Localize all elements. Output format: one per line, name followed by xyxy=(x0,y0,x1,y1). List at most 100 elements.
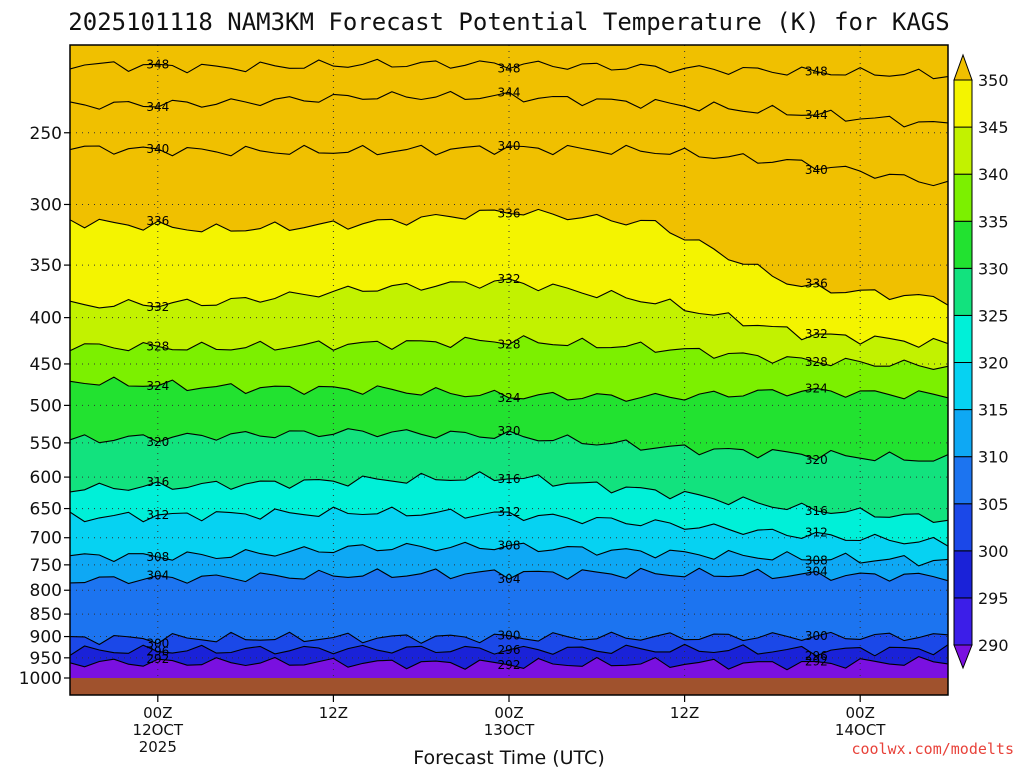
credit-text: coolwx.com/modelts xyxy=(851,740,1014,758)
contour-label: 324 xyxy=(498,391,521,405)
y-tick-label: 300 xyxy=(30,195,62,215)
y-tick-label: 1000 xyxy=(19,669,62,689)
contour-label: 336 xyxy=(498,206,521,220)
x-axis-label: Forecast Time (UTC) xyxy=(413,747,604,768)
colorbar-segment xyxy=(953,597,973,646)
colorbar-segment xyxy=(953,409,973,458)
contour-label: 300 xyxy=(805,629,828,643)
contour-label: 316 xyxy=(146,475,169,489)
y-tick-label: 450 xyxy=(30,355,62,375)
x-tick-label: 12Z xyxy=(670,704,699,722)
y-tick-label: 500 xyxy=(30,396,62,416)
colorbar-segment xyxy=(953,456,973,505)
contour-line xyxy=(70,428,948,462)
colorbar-tick-label: 330 xyxy=(978,259,1009,278)
contour-label: 332 xyxy=(498,272,521,286)
contour-label: 316 xyxy=(498,472,521,486)
colorbar-tick-label: 320 xyxy=(978,354,1009,373)
contour-label: 300 xyxy=(146,637,169,651)
y-tick-label: 750 xyxy=(30,556,62,576)
colorbar-tick-label: 300 xyxy=(978,542,1009,561)
contour-label: 296 xyxy=(146,645,169,659)
contour-line xyxy=(70,631,948,646)
colorbar-segment xyxy=(953,173,973,222)
contour-label: 304 xyxy=(146,569,169,583)
colorbar-extend-high xyxy=(953,53,973,81)
contour-label: 320 xyxy=(146,435,169,449)
x-tick-label: 14OCT xyxy=(835,721,886,739)
contour-label: 348 xyxy=(146,57,169,71)
contour-label: 292 xyxy=(146,652,169,666)
contour-line xyxy=(70,655,948,671)
colorbar-segment xyxy=(953,79,973,128)
colorbar-extend-low xyxy=(953,644,973,670)
contour-label: 320 xyxy=(498,424,521,438)
x-tick-label: 12OCT xyxy=(133,721,184,739)
x-tick-label: 00Z xyxy=(494,704,523,722)
contour-label: 308 xyxy=(498,538,521,552)
contour-label: 328 xyxy=(498,338,521,352)
colorbar-tick-label: 325 xyxy=(978,306,1009,325)
y-tick-label: 900 xyxy=(30,628,62,648)
colorbar-segment xyxy=(953,362,973,411)
contour-label: 328 xyxy=(805,355,828,369)
gridlines xyxy=(70,45,948,678)
contour-line xyxy=(70,567,948,585)
contour-label: 304 xyxy=(498,572,521,586)
colorbar-tick-label: 295 xyxy=(978,589,1009,608)
x-tick-label: 00Z xyxy=(846,704,875,722)
contour-line xyxy=(70,278,948,348)
colorbar-segment xyxy=(953,503,973,552)
contour-label: 332 xyxy=(146,300,169,314)
colorbar-tick-label: 335 xyxy=(978,212,1009,231)
colorbar-tick-label: 350 xyxy=(978,71,1009,90)
contour-label: 304 xyxy=(805,564,828,578)
contour-line xyxy=(70,506,948,547)
y-tick-label: 350 xyxy=(30,256,62,276)
x-tick-label: 00Z xyxy=(143,704,172,722)
contour-line xyxy=(70,643,948,657)
contour-label: 344 xyxy=(498,85,521,99)
y-tick-label: 650 xyxy=(30,500,62,520)
colorbar-segment xyxy=(953,314,973,363)
contour-label: 292 xyxy=(805,655,828,669)
y-tick-label: 400 xyxy=(30,309,62,329)
contour-label: 296 xyxy=(498,643,521,657)
contour-label: 336 xyxy=(146,214,169,228)
x-tick-label: 2025 xyxy=(139,738,177,756)
chart-title: 2025101118 NAM3KM Forecast Potential Tem… xyxy=(68,8,949,36)
colorbar-segment xyxy=(953,267,973,316)
x-tick-label: 13OCT xyxy=(484,721,535,739)
contour-label: 332 xyxy=(805,327,828,341)
colorbar-tick-label: 305 xyxy=(978,495,1009,514)
contour-label: 312 xyxy=(805,525,828,539)
contour-line xyxy=(70,335,948,370)
contour-label: 336 xyxy=(805,277,828,291)
y-tick-label: 250 xyxy=(30,124,62,144)
contour-label: 292 xyxy=(498,658,521,672)
contour-fills xyxy=(70,45,948,678)
contour-label: 300 xyxy=(498,629,521,643)
contour-line xyxy=(70,90,948,128)
colorbar-tick-label: 345 xyxy=(978,118,1009,137)
colorbar-segment xyxy=(953,220,973,269)
ground-surface xyxy=(70,678,948,695)
colorbar-tick-label: 340 xyxy=(978,165,1009,184)
y-tick-label: 700 xyxy=(30,529,62,549)
y-tick-label: 800 xyxy=(30,581,62,601)
y-tick-label: 600 xyxy=(30,468,62,488)
y-tick-label: 950 xyxy=(30,649,62,669)
y-tick-label: 550 xyxy=(30,434,62,454)
y-axis: 250 300 350 400 450 500 550 600 650 700 750 800 850 9… xyxy=(19,124,70,689)
contour-line xyxy=(70,144,948,187)
contour-label: 340 xyxy=(146,142,169,156)
contour-label: 324 xyxy=(805,381,828,395)
contour-label: 344 xyxy=(805,108,828,122)
x-tick-label: 12Z xyxy=(319,704,348,722)
contour-line xyxy=(70,208,948,306)
fill-band xyxy=(70,45,948,79)
colorbar-segment xyxy=(953,550,973,599)
